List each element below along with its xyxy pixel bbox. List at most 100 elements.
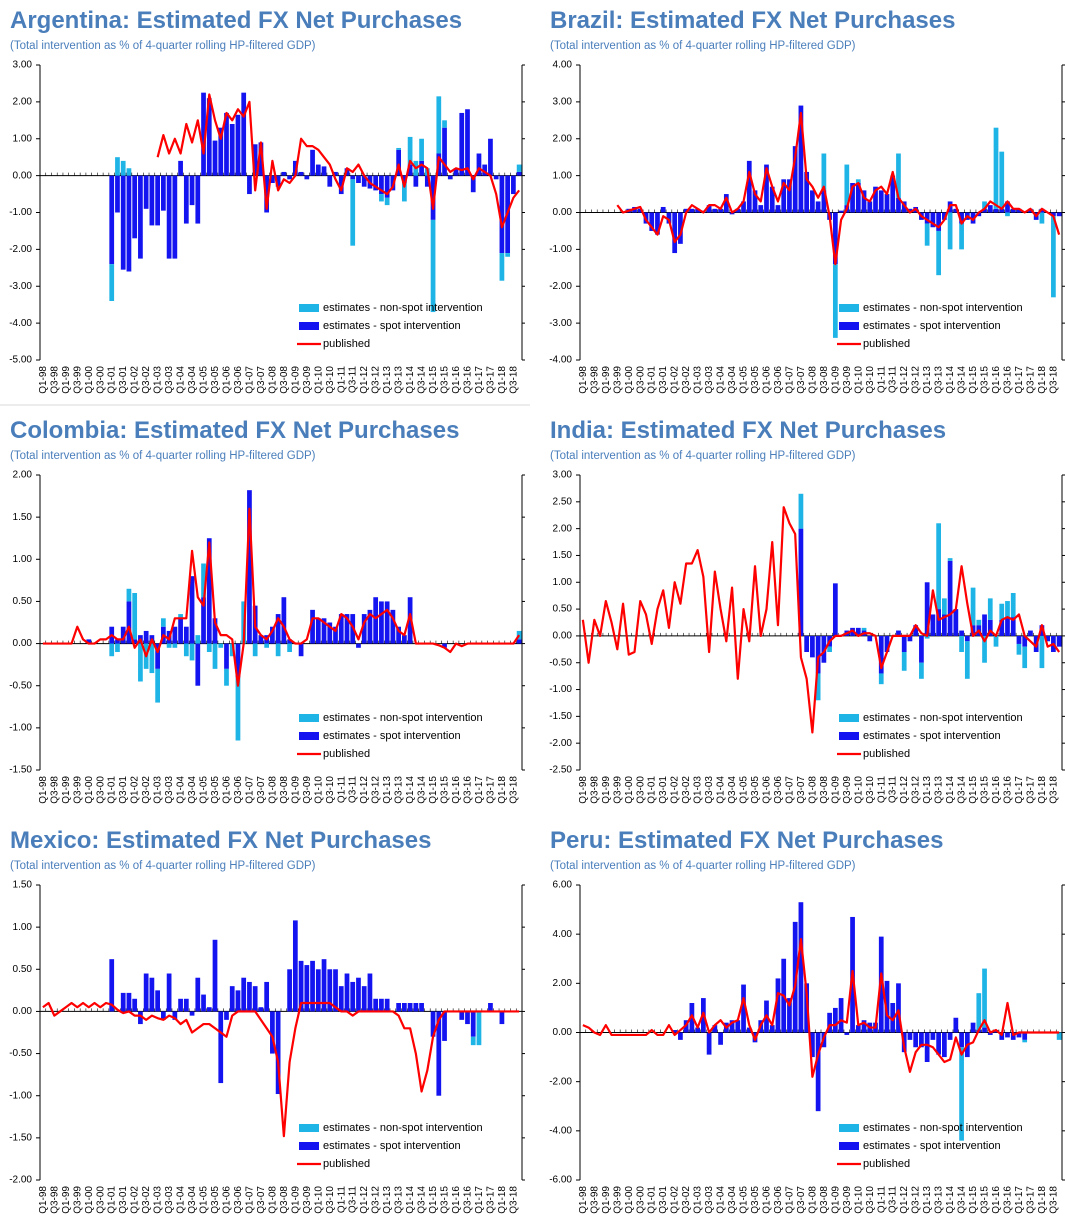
bar <box>964 641 970 679</box>
bar <box>109 175 115 265</box>
bar <box>344 973 350 1012</box>
bar <box>166 973 172 1012</box>
bar <box>419 138 424 161</box>
bar <box>832 264 838 338</box>
bar <box>1056 212 1062 217</box>
bar <box>183 175 189 224</box>
x-tick-label: Q1-01 <box>647 1186 658 1214</box>
bar <box>936 1032 941 1055</box>
x-tick-label: Q1-15 <box>428 776 439 804</box>
legend-label: estimates - non-spot intervention <box>863 1122 1023 1134</box>
bar <box>488 1003 493 1012</box>
x-tick-label: Q3-13 <box>394 776 405 804</box>
x-tick-label: Q1-98 <box>578 776 589 804</box>
x-tick-label: Q3-16 <box>1002 1186 1013 1214</box>
x-tick-label: Q3-07 <box>796 366 807 394</box>
bar <box>1039 625 1045 636</box>
x-tick-label: Q1-09 <box>290 1186 301 1214</box>
x-tick-label: Q3-12 <box>371 776 382 804</box>
legend-label: estimates - non-spot intervention <box>323 302 483 314</box>
bar <box>953 208 959 213</box>
bar <box>390 609 396 644</box>
x-tick-label: Q3-00 <box>635 1186 646 1214</box>
x-tick-label: Q3-01 <box>658 366 669 394</box>
bar <box>827 646 832 652</box>
x-tick-label: Q3-05 <box>210 366 221 394</box>
bar <box>321 166 327 176</box>
bar <box>878 190 884 213</box>
bar <box>132 639 138 644</box>
bar <box>689 208 695 213</box>
bar <box>516 639 522 644</box>
bar <box>924 212 930 224</box>
bar <box>930 1032 936 1040</box>
x-tick-label: Q1-09 <box>290 776 301 804</box>
bar <box>258 1007 264 1012</box>
bar <box>183 998 189 1012</box>
y-tick-label: 4.00 <box>553 929 573 940</box>
bar <box>493 175 499 180</box>
bar <box>798 902 804 1033</box>
bar <box>396 1003 401 1012</box>
bar <box>482 164 488 176</box>
x-tick-label: Q3-15 <box>440 776 451 804</box>
bar <box>769 186 775 213</box>
bar <box>465 1011 470 1025</box>
bar <box>218 1011 224 1084</box>
bar <box>338 986 344 1012</box>
x-tick-label: Q1-13 <box>922 776 933 804</box>
bar <box>264 981 270 1012</box>
x-tick-label: Q1-09 <box>830 1186 841 1214</box>
bar <box>499 1011 505 1025</box>
bar <box>442 127 447 176</box>
y-tick-label: 0.50 <box>13 964 33 975</box>
x-tick-label: Q3-01 <box>118 366 129 394</box>
x-tick-label: Q1-13 <box>922 366 933 394</box>
bar <box>86 639 92 644</box>
bar <box>993 635 999 647</box>
bar <box>138 175 143 259</box>
bar <box>861 1020 867 1033</box>
bar <box>896 197 901 213</box>
bar <box>896 983 901 1033</box>
bar <box>430 1011 436 1037</box>
bar <box>1022 635 1028 647</box>
bar <box>264 643 270 648</box>
x-tick-label: Q1-03 <box>693 776 704 804</box>
x-tick-label: Q3-06 <box>773 366 784 394</box>
bar <box>310 960 315 1012</box>
legend-label: estimates - spot intervention <box>863 1140 1001 1152</box>
x-tick-label: Q3-02 <box>141 776 152 804</box>
x-tick-label: Q3-04 <box>727 1186 738 1214</box>
x-tick-label: Q1-16 <box>451 366 462 394</box>
bar <box>1022 1039 1028 1043</box>
x-tick-label: Q1-13 <box>922 1186 933 1214</box>
bar <box>666 212 672 224</box>
legend-swatch <box>299 732 319 740</box>
x-tick-label: Q3-98 <box>589 1186 600 1214</box>
bar <box>712 1025 718 1033</box>
bar <box>361 986 367 1012</box>
x-tick-label: Q3-06 <box>233 776 244 804</box>
bar <box>798 493 804 529</box>
bar <box>247 175 252 195</box>
bar <box>436 1011 442 1096</box>
x-tick-label: Q1-99 <box>61 1186 72 1214</box>
x-tick-label: Q1-12 <box>899 366 910 394</box>
bar <box>447 175 453 180</box>
x-tick-label: Q1-06 <box>221 366 232 394</box>
bar <box>126 601 132 644</box>
legend-swatch <box>299 304 319 312</box>
x-tick-label: Q3-09 <box>842 1186 853 1214</box>
bar <box>155 990 160 1012</box>
bar <box>442 1011 447 1041</box>
bar <box>241 977 247 1012</box>
bar <box>132 998 138 1012</box>
bar <box>149 643 155 674</box>
y-tick-label: 2.50 <box>553 496 573 507</box>
x-tick-label: Q3-12 <box>911 1186 922 1214</box>
bar <box>999 1032 1005 1040</box>
x-tick-label: Q1-16 <box>991 1186 1002 1214</box>
y-tick-label: 6.00 <box>553 880 573 891</box>
